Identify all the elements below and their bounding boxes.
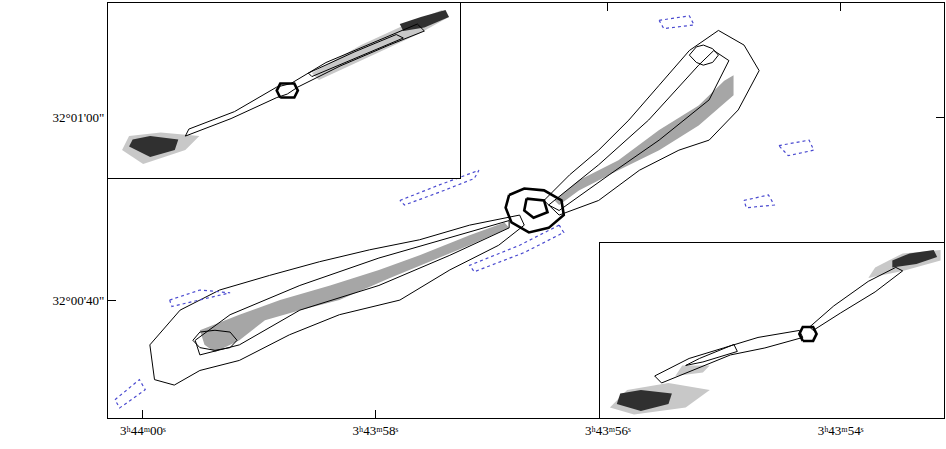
svg-text:3ʰ43ᵐ54ˢ: 3ʰ43ᵐ54ˢ <box>818 423 864 438</box>
svg-text:32°00'40": 32°00'40" <box>53 293 105 308</box>
svg-text:3ʰ43ᵐ56ˢ: 3ʰ43ᵐ56ˢ <box>585 423 631 438</box>
svg-text:3ʰ44ᵐ00ˢ: 3ʰ44ᵐ00ˢ <box>120 423 166 438</box>
svg-text:32°01'00": 32°01'00" <box>53 110 105 125</box>
svg-text:3ʰ43ᵐ58ˢ: 3ʰ43ᵐ58ˢ <box>353 423 399 438</box>
